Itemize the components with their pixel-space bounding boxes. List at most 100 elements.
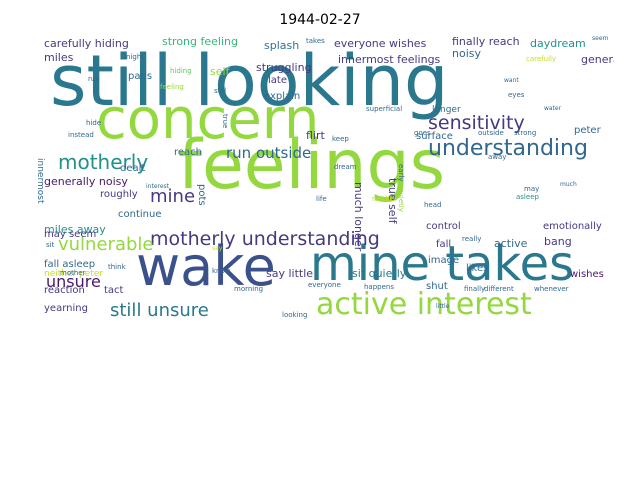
cloud-word: outside [478,129,504,137]
cloud-word: carefully [526,55,557,63]
cloud-word: happens [364,283,395,291]
cloud-word: away [488,153,507,161]
cloud-word: wake [136,235,276,298]
cloud-word: seem [592,35,609,42]
cloud-word: feeling [160,83,184,91]
cloud-word: innermost [38,158,45,204]
cloud-word: know [212,267,231,275]
cloud-word: run outside [226,144,312,162]
cloud-word: daydream [530,37,586,50]
cloud-word: interest [146,183,170,190]
cloud-word: innermost feelings [338,53,441,66]
cloud-word: sensitivity [428,112,525,134]
cloud-word: takes [306,37,325,45]
cloud-word: fall [436,239,452,250]
cloud-word: explain [264,91,301,102]
cloud-word: emotionally [543,221,602,232]
cloud-word: may seem [44,229,97,240]
cloud-word: tact [104,285,124,296]
cloud-word: strong feeling [162,35,238,48]
cloud-word: dream [334,163,357,171]
cloud-word: struggling [256,61,312,74]
cloud-word: peter [574,125,601,136]
cloud-word: mother [60,269,86,277]
cloud-word: different [484,285,514,293]
cloud-word: image [428,255,460,266]
cloud-word: reach [174,147,203,158]
cloud-word: miles away [44,223,106,236]
cloud-word: pans [128,71,153,82]
cloud-word: much longer [352,182,365,252]
cloud-word: active interest [316,287,532,322]
cloud-word: noisy [452,47,481,60]
cloud-word: late [268,75,287,86]
cloud-word: mine [150,186,196,207]
cloud-word: head [424,201,442,209]
cloud-word: little [436,303,450,310]
cloud-word: morning [234,285,264,293]
cloud-word: think [108,263,126,271]
cloud-word: goes [414,129,431,137]
cloud-word: continue [118,209,162,220]
cloud-word: longer [432,105,461,115]
cloud-word: shut [426,281,448,292]
cloud-word: likes [466,263,489,274]
cloud-word: bang [544,235,572,248]
cloud-word: carefully hiding [44,37,129,50]
cloud-word: neither peter [44,269,104,279]
cloud-word: mine takes [310,236,575,292]
cloud-word: surface [416,131,453,142]
cloud-word: motherly [58,150,149,174]
cloud-word: water [544,105,562,112]
cloud-word: everyone [308,281,341,289]
cloud-word: instead [68,131,94,139]
cloud-word: much [560,181,577,188]
cloud-word: keep [332,135,349,143]
cloud-word: strong [514,129,537,137]
cloud-word: concern [96,87,320,152]
cloud-word: flirt [306,129,325,142]
cloud-word: reaction [44,285,85,296]
cloud-word: finally [464,285,486,293]
cloud-word: whenever [534,285,569,293]
cloud-word: understanding [428,136,588,161]
cloud-word: still unsure [110,300,209,321]
cloud-word: feelings [178,126,446,205]
cloud-word: say [212,245,223,252]
cloud-word: self [210,65,230,78]
cloud-word: wishes [570,269,604,280]
cloud-word: sit quietly [352,267,407,280]
cloud-word: dealt [120,163,146,174]
cloud-word: true [221,114,229,129]
cloud-word: fall asleep [44,259,96,270]
cloud-word: eyes [508,91,525,99]
cloud-word: early [397,164,405,182]
cloud-word: say little [266,267,314,280]
cloud-word: really [462,235,482,243]
cloud-word: hide [86,119,102,127]
cloud-word: splash [264,39,300,52]
cloud-word: still looking [50,40,449,122]
cloud-word: finally reach [452,35,520,48]
cloud-word: may [524,185,540,193]
cloud-word: unsure [46,272,101,291]
cloud-word: generally [581,53,614,66]
cloud-word: yearning [44,303,88,314]
cloud-word: vulnerable [58,234,154,255]
cloud-word: pots [196,184,207,206]
cloud-word: quietly [397,188,405,212]
cloud-word: roughly [100,189,138,200]
cloud-word: asleep [516,193,539,201]
cloud-word: want [504,77,519,84]
cloud-word: active [494,237,528,250]
cloud-word: miles [44,51,74,64]
cloud-word: run [88,75,100,83]
cloud-word: motherly understanding [150,228,380,250]
cloud-word: night [126,53,145,61]
cloud-word: life [316,195,327,203]
cloud-word: everyone wishes [334,37,427,50]
cloud-word: hiding [170,67,192,75]
cloud-word: looking [282,311,308,319]
cloud-word: neither [372,195,398,203]
cloud-word: generally noisy [44,175,128,188]
